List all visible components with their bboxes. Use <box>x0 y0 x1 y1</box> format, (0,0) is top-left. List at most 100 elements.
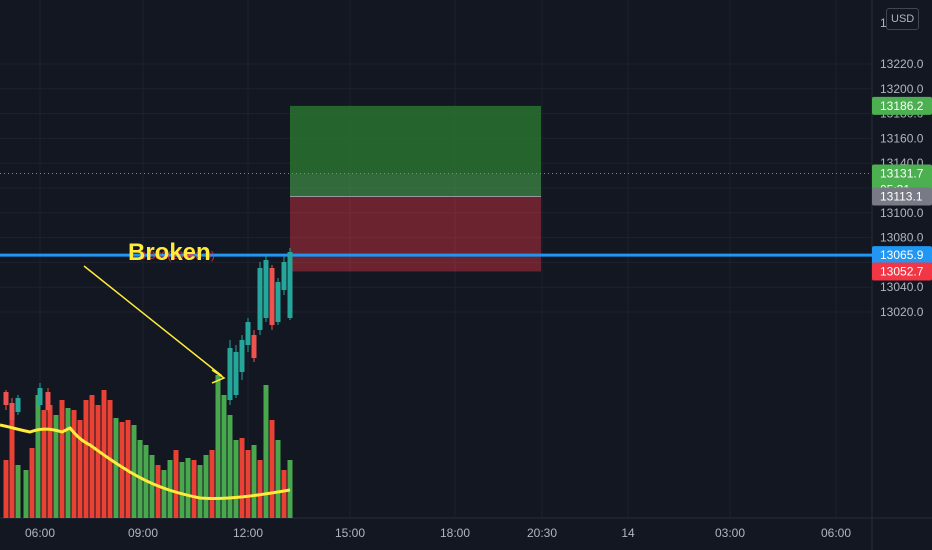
annotation-text: Broken <box>128 239 211 266</box>
volume-bar <box>239 438 245 518</box>
price-marker-label: 13065.9 <box>880 248 924 262</box>
volume-bar <box>53 415 59 518</box>
volume-bar <box>119 422 125 518</box>
volume-bar <box>197 465 203 518</box>
volume-bar <box>41 410 47 518</box>
candle-body <box>45 392 51 410</box>
volume-bar <box>71 410 77 518</box>
time-tick-label: 09:00 <box>128 526 158 540</box>
volume-bar <box>209 450 215 518</box>
volume-bar <box>233 440 239 518</box>
volume-bar <box>275 440 281 518</box>
fib-level-label: 0.382(13063.0) <box>140 250 215 262</box>
price-marker-label: 13113.1 <box>880 190 923 204</box>
volume-bar <box>185 458 191 518</box>
moving-average-line <box>0 423 291 500</box>
volume-bar <box>89 395 95 518</box>
time-tick-label: 03:00 <box>715 526 745 540</box>
volume-bar <box>15 465 21 518</box>
time-tick-label: 12:00 <box>233 526 263 540</box>
price-tick-label-partial: 1 <box>880 16 887 30</box>
volume-bar <box>269 420 275 518</box>
volume-bar <box>3 460 9 518</box>
price-marker-label: 13186.2 <box>880 99 924 113</box>
volume-bar <box>113 418 119 518</box>
volume-bar <box>221 395 227 518</box>
volume-bar <box>215 375 221 518</box>
price-marker-bg <box>872 187 932 206</box>
volume-bar <box>161 470 167 518</box>
annotation-arrow <box>83 265 223 377</box>
moving-average <box>0 423 291 500</box>
price-marker-bg <box>872 246 932 265</box>
annotation-arrowhead <box>211 369 226 384</box>
candle-body <box>239 340 245 372</box>
volume-bar <box>263 385 269 518</box>
volume-bar <box>77 420 83 518</box>
volume-bar <box>191 460 197 518</box>
volume-bar <box>149 455 155 518</box>
price-tick-label: 13020.0 <box>880 305 924 319</box>
candle-body <box>227 348 233 400</box>
volume-bar <box>59 400 65 518</box>
time-tick-label: 15:00 <box>335 526 365 540</box>
candle-body <box>269 268 275 325</box>
volume-bar <box>9 410 15 518</box>
volume-bar <box>281 470 287 518</box>
price-marker-label: 13052.7 <box>880 264 924 278</box>
profit-zone-upper <box>290 105 541 174</box>
volume-bar <box>155 465 161 518</box>
volume-bar <box>257 460 263 518</box>
volume-bar <box>95 405 101 518</box>
volume-bar <box>23 470 29 518</box>
candle-body <box>263 260 269 318</box>
volume-bar <box>179 462 185 518</box>
time-tick-label: 06:00 <box>821 526 851 540</box>
price-marker-bg <box>872 96 932 115</box>
candle-body <box>275 282 281 322</box>
price-tick-label: 13200.0 <box>880 82 924 96</box>
volume-bar <box>227 415 233 518</box>
candle-body <box>257 268 263 330</box>
price-tick-label: 13080.0 <box>880 231 924 245</box>
volume-bar <box>131 425 137 518</box>
time-axis[interactable]: 06:00 09:00 12:00 15:00 18:00 20:30 14 03:00 06:… <box>25 526 851 540</box>
candle-body <box>287 252 293 318</box>
volume-bar <box>35 395 41 518</box>
candles <box>3 248 293 425</box>
time-tick-label: 18:00 <box>440 526 470 540</box>
candle-body <box>37 388 43 405</box>
volume-bar <box>287 460 293 518</box>
volume-bar <box>65 408 71 518</box>
candle-body <box>281 262 287 290</box>
candle-body <box>245 322 251 345</box>
volume-bar <box>203 455 209 518</box>
price-axis[interactable]: 13220.013200.013180.013160.013140.013120… <box>872 16 932 319</box>
price-tick-label: 13220.0 <box>880 57 924 71</box>
price-marker-label: 13131.7 <box>880 166 924 180</box>
candle-body <box>251 335 257 358</box>
volume-bar <box>125 420 131 518</box>
candle-body <box>15 398 21 412</box>
candle-body <box>9 403 15 420</box>
price-marker-bg <box>872 262 932 281</box>
volume-bar <box>29 448 35 518</box>
candle-body <box>233 352 239 395</box>
currency-badge[interactable]: USD <box>886 8 920 30</box>
volume-bar <box>47 405 53 518</box>
volume-bar <box>173 450 179 518</box>
horizontal-line[interactable]: 0.382(13063.0) <box>0 250 872 262</box>
time-tick-label: 20:30 <box>527 526 557 540</box>
volume-bar <box>83 400 89 518</box>
candle-body <box>3 392 9 405</box>
time-tick-label: 14 <box>621 526 635 540</box>
price-tick-label: 13160.0 <box>880 131 924 145</box>
long-position-tool[interactable] <box>0 105 872 272</box>
price-tick-label: 13100.0 <box>880 206 924 220</box>
price-tick-label: 13040.0 <box>880 280 924 294</box>
annotation[interactable]: Broken <box>83 239 226 384</box>
volume-bar <box>251 445 257 518</box>
loss-zone <box>290 196 541 272</box>
time-tick-label: 06:00 <box>25 526 55 540</box>
